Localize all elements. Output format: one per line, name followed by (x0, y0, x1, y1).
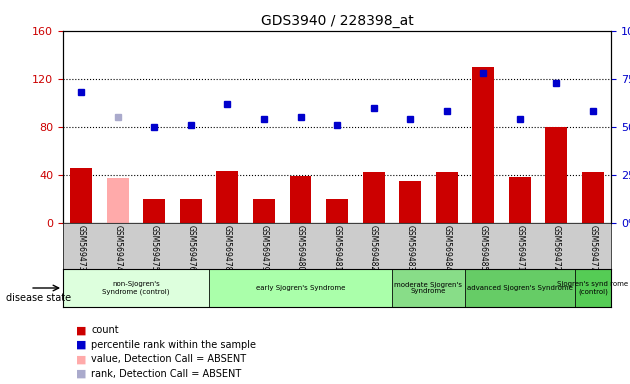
Text: GSM569471: GSM569471 (515, 225, 524, 271)
Text: ■: ■ (76, 369, 86, 379)
Text: moderate Sjogren's
Syndrome: moderate Sjogren's Syndrome (394, 281, 462, 295)
Text: ■: ■ (76, 354, 86, 364)
Text: GSM569483: GSM569483 (406, 225, 415, 271)
FancyBboxPatch shape (392, 269, 465, 307)
Bar (107, 178, 129, 223)
Bar (472, 67, 494, 223)
Text: GSM569484: GSM569484 (442, 225, 451, 271)
FancyBboxPatch shape (209, 269, 392, 307)
Text: non-Sjogren's
Syndrome (control): non-Sjogren's Syndrome (control) (102, 281, 170, 295)
Bar (217, 171, 238, 223)
Text: GSM569480: GSM569480 (296, 225, 305, 271)
Text: GSM569485: GSM569485 (479, 225, 488, 271)
Text: GSM569472: GSM569472 (552, 225, 561, 271)
Bar (436, 172, 457, 223)
Bar (582, 172, 604, 223)
Text: count: count (91, 325, 119, 335)
Text: percentile rank within the sample: percentile rank within the sample (91, 340, 256, 350)
FancyBboxPatch shape (63, 269, 209, 307)
Bar (399, 181, 421, 223)
Bar (71, 167, 92, 223)
Text: rank, Detection Call = ABSENT: rank, Detection Call = ABSENT (91, 369, 241, 379)
Text: GSM569477: GSM569477 (588, 225, 597, 271)
Bar (144, 199, 165, 223)
Bar (326, 199, 348, 223)
Text: GSM569475: GSM569475 (150, 225, 159, 271)
Text: ■: ■ (76, 325, 86, 335)
Text: GSM569478: GSM569478 (223, 225, 232, 271)
Bar (253, 199, 275, 223)
FancyBboxPatch shape (575, 269, 611, 307)
Text: GSM569481: GSM569481 (333, 225, 341, 271)
Text: GSM569476: GSM569476 (186, 225, 195, 271)
Text: disease state: disease state (6, 293, 71, 303)
Bar (509, 177, 530, 223)
FancyBboxPatch shape (465, 269, 575, 307)
Title: GDS3940 / 228398_at: GDS3940 / 228398_at (261, 14, 413, 28)
Text: GSM569474: GSM569474 (113, 225, 122, 271)
Text: GSM569479: GSM569479 (260, 225, 268, 271)
Text: GSM569473: GSM569473 (77, 225, 86, 271)
Bar (546, 127, 567, 223)
Bar (180, 199, 202, 223)
Text: GSM569482: GSM569482 (369, 225, 378, 271)
Text: advanced Sjogren's Syndrome: advanced Sjogren's Syndrome (467, 285, 573, 291)
Text: early Sjogren's Syndrome: early Sjogren's Syndrome (256, 285, 345, 291)
Text: ■: ■ (76, 340, 86, 350)
Bar (290, 176, 311, 223)
Bar (363, 172, 384, 223)
Text: value, Detection Call = ABSENT: value, Detection Call = ABSENT (91, 354, 246, 364)
Text: Sjogren's synd rome (control): Sjogren's synd rome (control) (558, 281, 628, 295)
